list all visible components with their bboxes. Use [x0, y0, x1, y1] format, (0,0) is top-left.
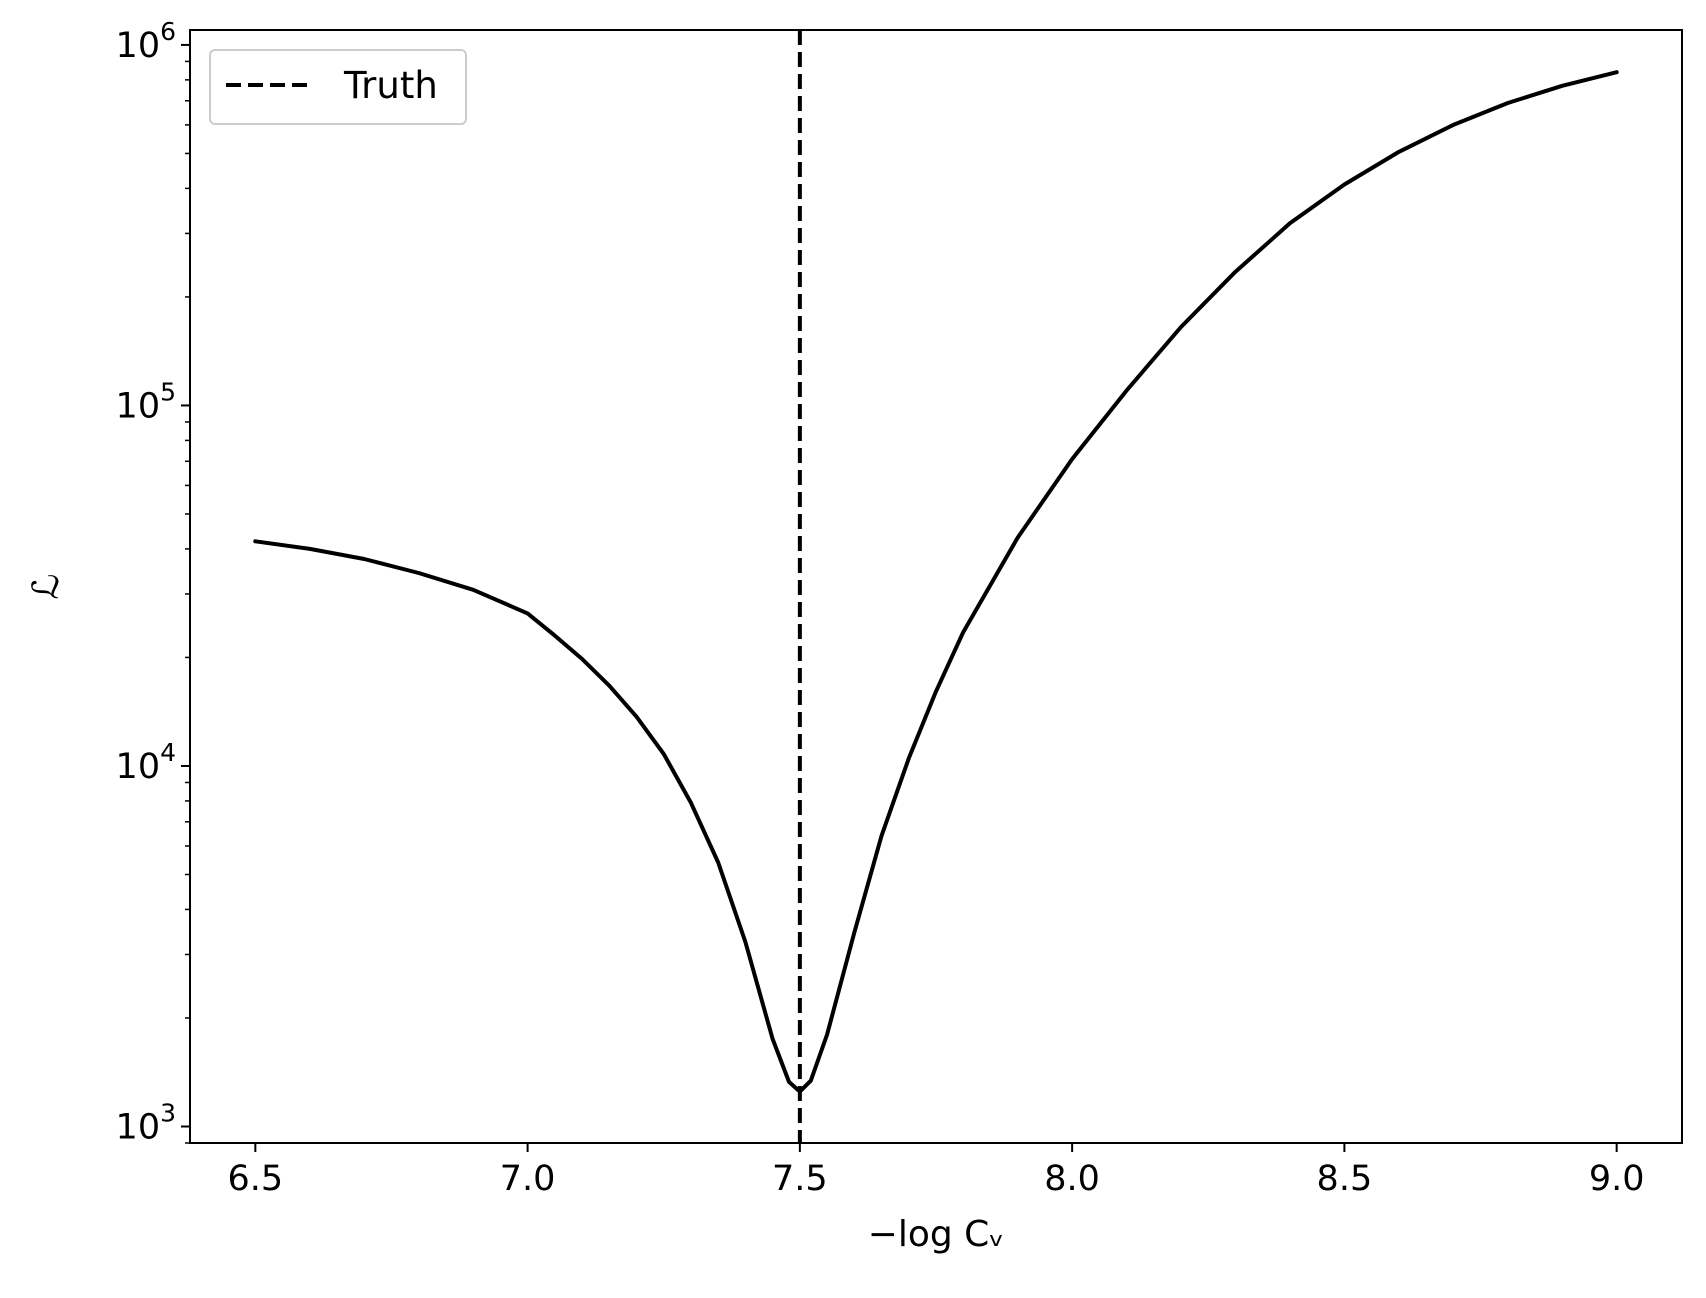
y-tick-label: 105: [116, 377, 176, 426]
x-tick-label: 8.5: [1317, 1159, 1373, 1199]
legend: Truth: [209, 49, 467, 125]
x-tick-label: 8.0: [1044, 1159, 1100, 1199]
x-tick-label: 9.0: [1589, 1159, 1645, 1199]
legend-label-truth: Truth: [343, 64, 438, 107]
y-axis-label: ℒ: [26, 574, 67, 600]
series-line-loss: [253, 70, 1619, 1094]
plot-frame: [189, 29, 1683, 1144]
x-tick-label: 7.5: [772, 1159, 828, 1199]
y-tick-label: 106: [116, 17, 176, 66]
y-tick-label: 104: [116, 738, 176, 787]
x-tick-label: 6.5: [228, 1159, 284, 1199]
x-tick-label: 7.0: [500, 1159, 556, 1199]
y-tick-label: 103: [116, 1099, 176, 1148]
legend-box: [209, 49, 467, 125]
x-axis-label: −log Cᵥ: [868, 1214, 1005, 1255]
